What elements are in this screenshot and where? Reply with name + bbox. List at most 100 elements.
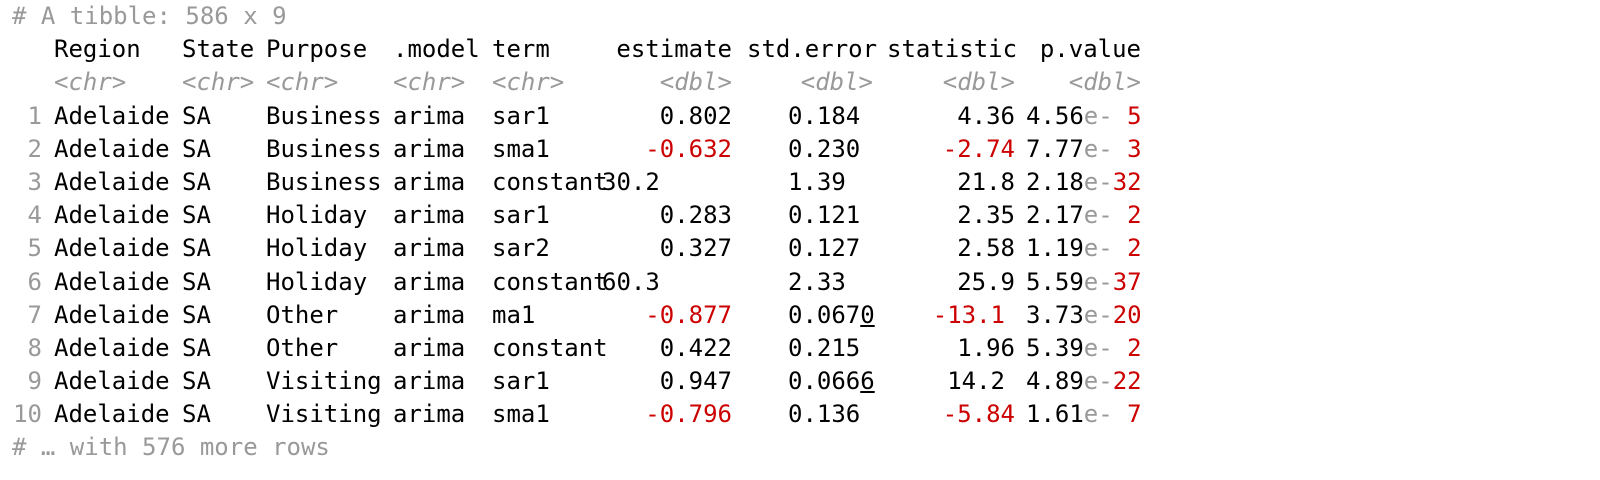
cell-state: SA bbox=[182, 201, 211, 230]
std-error-value: 0.230 bbox=[788, 134, 861, 163]
std-error-value: 2.33 bbox=[788, 267, 846, 296]
cell-std-error: 0.127 bbox=[788, 232, 860, 265]
std-error-value: 0.184 bbox=[788, 101, 861, 130]
p-value-mantissa: 7.77 bbox=[1026, 134, 1084, 163]
table-body: 1 Adelaide SA Business arima sar1 0.802 0.184 4.… bbox=[12, 100, 1572, 432]
negative-sign: - bbox=[645, 400, 660, 429]
cell-p-value: 2.17e- 2 bbox=[1026, 199, 1142, 232]
cell-p-value: 3.73e-20 bbox=[1026, 299, 1142, 332]
cell-state: SA bbox=[182, 234, 211, 263]
row-index: 6 bbox=[27, 267, 42, 296]
p-value-exponent: 37 bbox=[1112, 267, 1142, 296]
cell-p-value: 1.19e- 2 bbox=[1026, 232, 1142, 265]
cell-model: arima bbox=[393, 167, 466, 196]
std-error-value: 0.136 bbox=[788, 400, 861, 429]
row-index: 10 bbox=[13, 400, 42, 429]
cell-state: SA bbox=[182, 400, 211, 429]
p-value-exponent-marker: e- bbox=[1083, 267, 1113, 296]
p-value-exponent: 32 bbox=[1112, 167, 1142, 196]
p-value-exponent: 2 bbox=[1112, 201, 1142, 230]
table-row: 1 Adelaide SA Business arima sar1 0.802 0.184 4.… bbox=[12, 100, 1572, 133]
cell-model: arima bbox=[393, 267, 466, 296]
estimate-value: 0.422 bbox=[659, 333, 732, 362]
statistic-value: 13.1 bbox=[947, 300, 1005, 329]
cell-region: Adelaide bbox=[54, 134, 170, 163]
cell-purpose: Visiting bbox=[266, 400, 382, 429]
p-value-exponent-marker: e- bbox=[1083, 167, 1113, 196]
table-row: 2 Adelaide SA Business arima sma1 -0.632 0.230-… bbox=[12, 133, 1572, 166]
cell-p-value: 7.77e- 3 bbox=[1026, 133, 1142, 166]
cell-purpose: Business bbox=[266, 167, 382, 196]
cell-region: Adelaide bbox=[54, 234, 170, 263]
cell-estimate: 0.802 bbox=[602, 100, 732, 133]
col-header-purpose: Purpose bbox=[266, 35, 368, 64]
cell-state: SA bbox=[182, 300, 211, 329]
p-value-exponent-marker: e- bbox=[1083, 400, 1113, 429]
row-index: 4 bbox=[27, 201, 42, 230]
cell-purpose: Other bbox=[266, 333, 339, 362]
row-index: 7 bbox=[27, 300, 42, 329]
table-row: 5 Adelaide SA Holiday arima sar2 0.327 0.127 2.5… bbox=[12, 232, 1572, 265]
statistic-value: 2.74 bbox=[957, 134, 1015, 163]
column-header-row: Region State Purpose .model term estimat… bbox=[12, 33, 1572, 66]
cell-region: Adelaide bbox=[54, 400, 170, 429]
cell-estimate: 60.3 bbox=[602, 266, 732, 299]
estimate-value: 0.802 bbox=[659, 101, 732, 130]
cell-region: Adelaide bbox=[54, 201, 170, 230]
cell-term: constant bbox=[492, 333, 608, 362]
column-type-row: <chr> <chr> <chr> <chr> <chr> <dbl> <dbl… bbox=[12, 66, 1572, 99]
cell-purpose: Other bbox=[266, 300, 339, 329]
p-value-exponent: 2 bbox=[1112, 234, 1142, 263]
cell-term: constant bbox=[492, 267, 608, 296]
estimate-value: 0.327 bbox=[659, 234, 732, 263]
estimate-value: 0.796 bbox=[659, 400, 732, 429]
estimate-value: 60.3 bbox=[602, 267, 660, 296]
cell-statistic: 14.2 bbox=[887, 365, 1005, 398]
p-value-exponent: 3 bbox=[1112, 134, 1142, 163]
cell-model: arima bbox=[393, 367, 466, 396]
cell-std-error: 0.184 bbox=[788, 100, 860, 133]
cell-p-value: 1.61e- 7 bbox=[1026, 398, 1142, 431]
cell-statistic: 25.9 bbox=[887, 266, 1015, 299]
row-index: 9 bbox=[27, 367, 42, 396]
p-value-exponent-marker: e- bbox=[1083, 101, 1113, 130]
cell-statistic: 2.58 bbox=[887, 232, 1015, 265]
cell-term: constant bbox=[492, 167, 608, 196]
row-index: 3 bbox=[27, 167, 42, 196]
cell-purpose: Holiday bbox=[266, 234, 368, 263]
negative-sign: - bbox=[932, 300, 948, 329]
statistic-value: 2.58 bbox=[957, 234, 1015, 263]
row-index: 5 bbox=[27, 234, 42, 263]
col-type-state: <chr> bbox=[182, 68, 255, 97]
cell-estimate: 0.422 bbox=[602, 332, 732, 365]
cell-region: Adelaide bbox=[54, 101, 170, 130]
p-value-exponent: 20 bbox=[1112, 300, 1142, 329]
cell-std-error: 0.215 bbox=[788, 332, 860, 365]
cell-p-value: 4.56e- 5 bbox=[1026, 100, 1142, 133]
cell-term: sma1 bbox=[492, 400, 550, 429]
col-header-statistic: statistic bbox=[887, 35, 1018, 64]
negative-sign: - bbox=[942, 134, 958, 163]
row-index: 2 bbox=[27, 134, 42, 163]
cell-statistic: 2.35 bbox=[887, 199, 1015, 232]
row-index: 8 bbox=[27, 333, 42, 362]
col-type-p-value: <dbl> bbox=[1068, 68, 1141, 97]
cell-model: arima bbox=[393, 101, 466, 130]
col-type-model: <chr> bbox=[393, 68, 466, 97]
cell-model: arima bbox=[393, 333, 466, 362]
p-value-mantissa: 3.73 bbox=[1026, 300, 1084, 329]
col-type-std-error: <dbl> bbox=[800, 68, 873, 97]
estimate-value: 30.2 bbox=[602, 167, 660, 196]
col-header-term: term bbox=[492, 35, 550, 64]
statistic-value: 25.9 bbox=[957, 267, 1015, 296]
p-value-exponent-marker: e- bbox=[1083, 234, 1113, 263]
col-type-estimate: <dbl> bbox=[659, 68, 732, 97]
std-error-value: 0.121 bbox=[788, 201, 861, 230]
cell-term: sar2 bbox=[492, 234, 550, 263]
cell-state: SA bbox=[182, 134, 211, 163]
cell-state: SA bbox=[182, 333, 211, 362]
statistic-value: 1.96 bbox=[957, 333, 1015, 362]
cell-purpose: Visiting bbox=[266, 367, 382, 396]
negative-sign: - bbox=[645, 134, 660, 163]
cell-estimate: 0.947 bbox=[602, 365, 732, 398]
